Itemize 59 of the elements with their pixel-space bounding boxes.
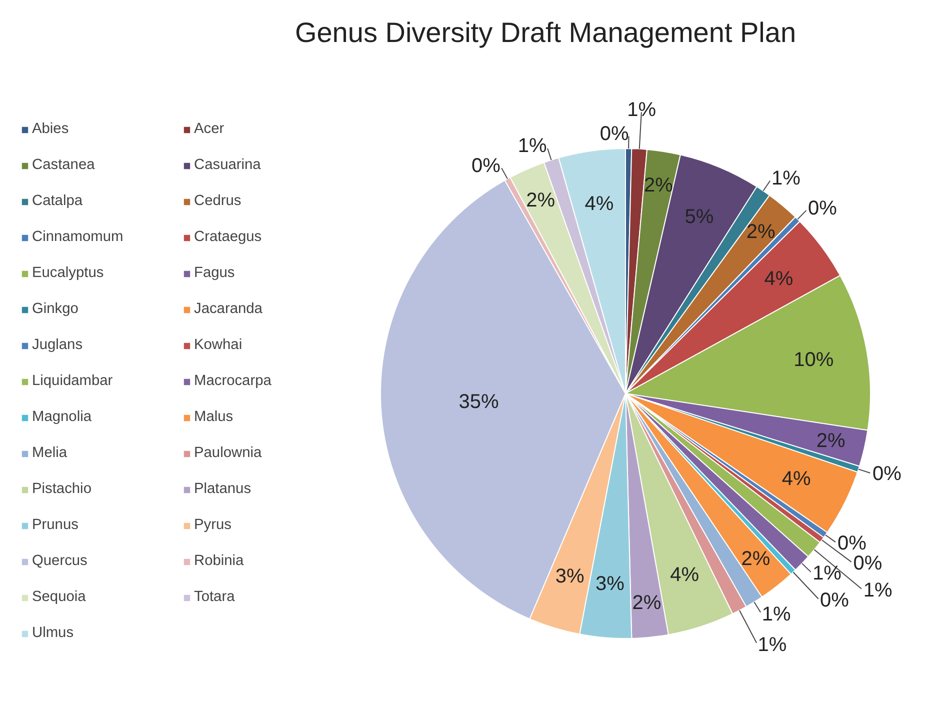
legend-label: Cinnamomum xyxy=(32,229,124,245)
legend-label: Prunus xyxy=(32,517,80,533)
data-label: 35% xyxy=(458,390,499,413)
data-label: 3% xyxy=(555,565,585,588)
data-label: 2% xyxy=(526,190,556,212)
data-label: 4% xyxy=(670,564,700,586)
data-label: 2% xyxy=(741,548,770,570)
data-label: 4% xyxy=(782,468,811,490)
legend-label: Quercus xyxy=(32,553,88,569)
data-label: 1% xyxy=(863,579,892,602)
legend-label: Malus xyxy=(194,409,234,425)
data-label: 0% xyxy=(872,462,902,485)
data-label: 4% xyxy=(584,193,614,216)
legend-label: Robinia xyxy=(194,553,245,569)
legend-label: Magnolia xyxy=(32,409,92,425)
legend-label: Cedrus xyxy=(194,193,242,209)
legend-label: Casuarina xyxy=(194,157,262,173)
legend-label: Acer xyxy=(194,121,226,137)
data-label: 0% xyxy=(471,154,501,177)
data-label: 10% xyxy=(794,349,834,372)
data-label: 1% xyxy=(771,168,801,190)
legend-label: Pyrus xyxy=(194,517,232,533)
data-label: 1% xyxy=(758,634,787,656)
data-label: 0% xyxy=(600,122,629,145)
legend-label: Eucalyptus xyxy=(32,265,105,281)
legend-label: Kowhai xyxy=(194,337,244,353)
legend-label: Paulownia xyxy=(194,445,263,461)
chart-title: Genus Diversity Draft Management Plan xyxy=(294,17,796,48)
legend-label: Abies xyxy=(32,121,70,137)
data-label: 1% xyxy=(762,604,792,626)
data-label: 2% xyxy=(632,592,662,614)
data-label: 2% xyxy=(816,430,846,452)
data-label: 1% xyxy=(812,562,842,585)
legend-label: Fagus xyxy=(194,265,236,281)
legend-label: Ginkgo xyxy=(32,301,80,317)
data-label: 2% xyxy=(644,174,674,196)
data-label: 3% xyxy=(595,572,625,595)
data-label: 1% xyxy=(627,98,656,121)
data-label: 0% xyxy=(853,552,882,574)
data-label: 1% xyxy=(518,135,548,158)
legend-label: Macrocarpa xyxy=(194,373,272,389)
data-label: 4% xyxy=(764,268,794,290)
legend-label: Melia xyxy=(32,445,68,461)
legend-label: Sequoia xyxy=(32,589,87,605)
legend-label: Castanea xyxy=(32,157,96,173)
data-label: 0% xyxy=(820,590,850,612)
legend-label: Liquidambar xyxy=(32,373,114,389)
legend-label: Platanus xyxy=(194,481,252,497)
legend-label: Ulmus xyxy=(32,625,75,641)
legend-label: Catalpa xyxy=(32,193,84,209)
legend-label: Juglans xyxy=(32,337,84,353)
legend-label: Crataegus xyxy=(194,229,263,245)
legend-label: Totara xyxy=(194,589,236,605)
data-label: 0% xyxy=(808,198,838,220)
data-label: 5% xyxy=(684,206,714,228)
legend-label: Jacaranda xyxy=(194,301,264,317)
data-label: 0% xyxy=(838,532,867,554)
data-label: 2% xyxy=(746,221,776,243)
legend-label: Pistachio xyxy=(32,481,92,497)
